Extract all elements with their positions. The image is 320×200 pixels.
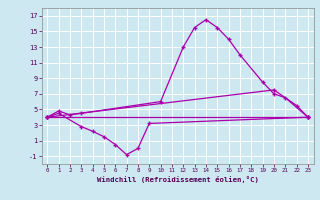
- X-axis label: Windchill (Refroidissement éolien,°C): Windchill (Refroidissement éolien,°C): [97, 176, 259, 183]
